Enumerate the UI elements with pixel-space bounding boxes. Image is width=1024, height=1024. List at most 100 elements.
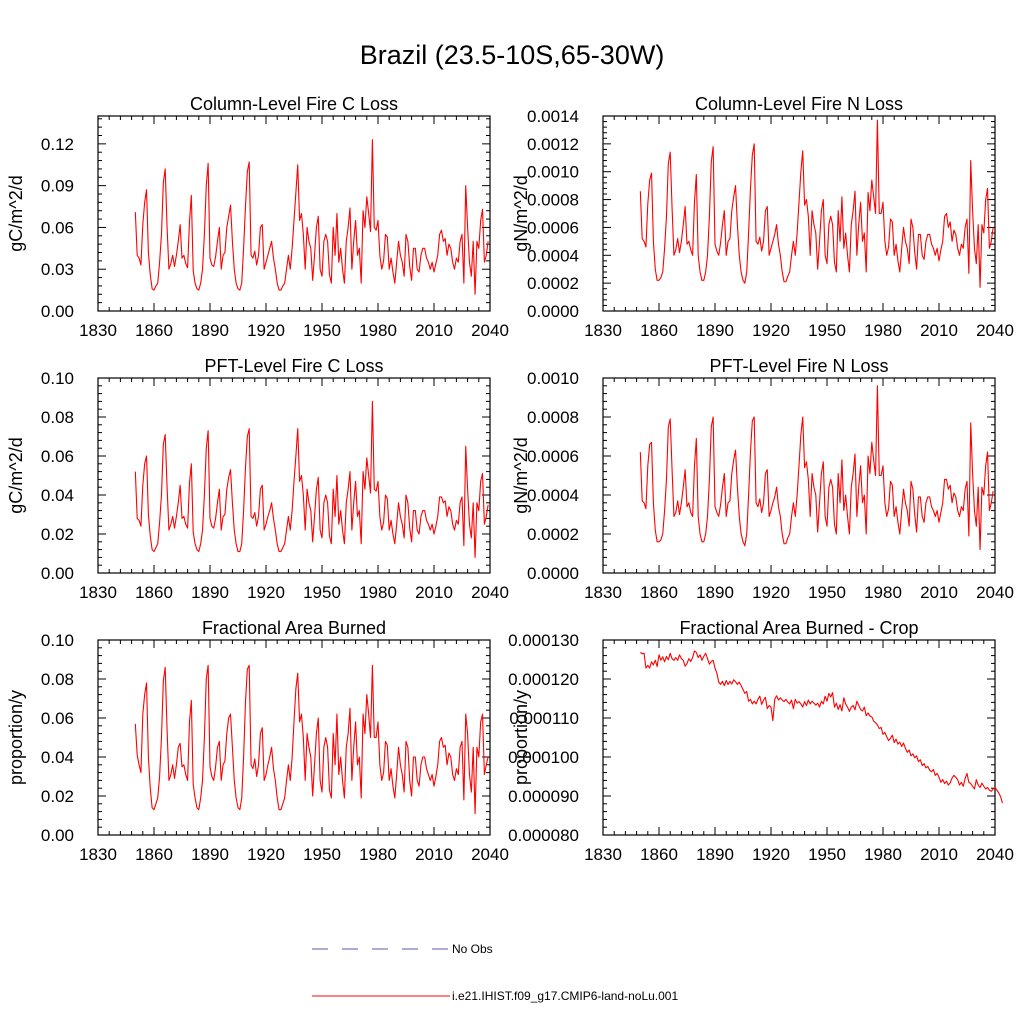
plot-frame xyxy=(97,115,491,312)
x-tick-label: 2010 xyxy=(415,845,453,864)
series-line xyxy=(640,650,1003,804)
x-tick-label: 1890 xyxy=(696,321,734,340)
y-axis-label: proportion/y xyxy=(6,690,26,785)
y-tick-label: 0.10 xyxy=(41,369,74,388)
y-axis-label: proportion/y xyxy=(511,690,531,785)
x-tick-label: 1980 xyxy=(359,321,397,340)
y-tick-label: 0.12 xyxy=(41,135,74,154)
x-tick-label: 1860 xyxy=(640,583,678,602)
y-tick-label: 0.000080 xyxy=(508,826,579,845)
x-tick-label: 1830 xyxy=(584,583,622,602)
x-tick-label: 1860 xyxy=(135,321,173,340)
panel-title: Column-Level Fire N Loss xyxy=(695,94,903,114)
y-tick-label: 0.000120 xyxy=(508,670,579,689)
y-tick-label: 0.00 xyxy=(41,302,74,321)
x-tick-label: 2010 xyxy=(920,321,958,340)
x-tick-label: 1920 xyxy=(752,321,790,340)
y-axis-label: gN/m^2/d xyxy=(511,437,531,513)
y-tick-label: 0.0006 xyxy=(527,447,579,466)
y-tick-label: 0.0002 xyxy=(527,525,579,544)
plot-frame xyxy=(602,377,996,574)
y-tick-label: 0.00 xyxy=(41,826,74,845)
x-tick-label: 2040 xyxy=(976,321,1014,340)
x-tick-label: 2010 xyxy=(920,583,958,602)
x-tick-label: 2040 xyxy=(471,845,509,864)
y-tick-label: 0.0006 xyxy=(527,218,579,237)
x-tick-label: 1980 xyxy=(864,583,902,602)
y-tick-label: 0.03 xyxy=(41,260,74,279)
y-tick-label: 0.0008 xyxy=(527,408,579,427)
x-tick-label: 1890 xyxy=(191,321,229,340)
x-tick-label: 1920 xyxy=(247,845,285,864)
y-tick-label: 0.00 xyxy=(41,564,74,583)
panel-title: Column-Level Fire C Loss xyxy=(190,94,398,114)
x-tick-label: 2010 xyxy=(415,583,453,602)
x-tick-label: 1980 xyxy=(359,583,397,602)
panel-column-level-fire-c-loss: Column-Level Fire C Loss gC/m^2/d 1830 1860… xyxy=(6,94,509,340)
y-tick-label: 0.0010 xyxy=(527,369,579,388)
y-tick-label: 0.0000 xyxy=(527,564,579,583)
y-tick-label: 0.0008 xyxy=(527,191,579,210)
plot-frame xyxy=(97,639,491,836)
series-line xyxy=(639,119,994,288)
y-axis-label: gC/m^2/d xyxy=(6,437,26,513)
panel-title: PFT-Level Fire C Loss xyxy=(204,356,383,376)
x-tick-label: 1920 xyxy=(247,321,285,340)
panel-column-level-fire-n-loss: Column-Level Fire N Loss gN/m^2/d 1830 1860… xyxy=(511,94,1014,340)
y-tick-label: 0.000090 xyxy=(508,787,579,806)
x-tick-label: 1980 xyxy=(864,845,902,864)
x-tick-label: 1950 xyxy=(303,845,341,864)
x-tick-label: 1920 xyxy=(247,583,285,602)
x-tick-label: 1890 xyxy=(696,583,734,602)
y-tick-label: 0.06 xyxy=(41,709,74,728)
x-tick-label: 2040 xyxy=(471,583,509,602)
x-tick-label: 1830 xyxy=(79,583,117,602)
plot-frame xyxy=(97,377,491,574)
plot-frame xyxy=(602,115,996,312)
y-tick-label: 0.0004 xyxy=(527,246,579,265)
legend-label-0: No Obs xyxy=(452,942,493,956)
y-axis-label: gC/m^2/d xyxy=(6,175,26,251)
y-tick-label: 0.0002 xyxy=(527,274,579,293)
x-tick-label: 1980 xyxy=(359,845,397,864)
series-line xyxy=(134,664,489,815)
y-tick-label: 0.08 xyxy=(41,408,74,427)
x-tick-label: 1860 xyxy=(640,845,678,864)
y-tick-label: 0.0010 xyxy=(527,163,579,182)
y-tick-label: 0.0000 xyxy=(527,302,579,321)
x-tick-label: 1830 xyxy=(584,845,622,864)
y-tick-label: 0.0004 xyxy=(527,486,579,505)
y-tick-label: 0.10 xyxy=(41,631,74,650)
panel-fractional-area-burned-crop: Fractional Area Burned - Crop proportion/… xyxy=(508,618,1014,864)
x-tick-label: 1890 xyxy=(191,583,229,602)
series-line xyxy=(134,400,489,558)
y-axis-label: gN/m^2/d xyxy=(511,175,531,251)
y-tick-label: 0.0012 xyxy=(527,135,579,154)
panel-title: PFT-Level Fire N Loss xyxy=(709,356,888,376)
x-tick-label: 1830 xyxy=(584,321,622,340)
x-tick-label: 1830 xyxy=(79,321,117,340)
x-tick-label: 1920 xyxy=(752,845,790,864)
x-tick-label: 2040 xyxy=(471,321,509,340)
y-tick-label: 0.0014 xyxy=(527,107,579,126)
x-tick-label: 1950 xyxy=(808,583,846,602)
plot-frame xyxy=(602,639,996,836)
y-tick-label: 0.06 xyxy=(41,447,74,466)
y-tick-label: 0.02 xyxy=(41,787,74,806)
x-tick-label: 1830 xyxy=(79,845,117,864)
panel-pft-level-fire-n-loss: PFT-Level Fire N Loss gN/m^2/d 1830 1860 189… xyxy=(511,356,1014,602)
x-tick-label: 1890 xyxy=(191,845,229,864)
panel-pft-level-fire-c-loss: PFT-Level Fire C Loss gC/m^2/d 1830 1860 189… xyxy=(6,356,509,602)
legend-label-1: i.e21.IHIST.f09_g17.CMIP6-land-noLu.001 xyxy=(452,989,678,1003)
x-tick-label: 1950 xyxy=(303,583,341,602)
x-tick-label: 2040 xyxy=(976,845,1014,864)
x-tick-label: 1860 xyxy=(135,583,173,602)
y-tick-label: 0.09 xyxy=(41,177,74,196)
y-tick-label: 0.000100 xyxy=(508,748,579,767)
x-tick-label: 2010 xyxy=(920,845,958,864)
legend: No Obs i.e21.IHIST.f09_g17.CMIP6-land-noL… xyxy=(312,942,678,1003)
y-tick-label: 0.06 xyxy=(41,218,74,237)
y-tick-label: 0.04 xyxy=(41,486,74,505)
panel-fractional-area-burned: Fractional Area Burned proportion/y 1830 18… xyxy=(6,618,509,864)
y-tick-label: 0.02 xyxy=(41,525,74,544)
